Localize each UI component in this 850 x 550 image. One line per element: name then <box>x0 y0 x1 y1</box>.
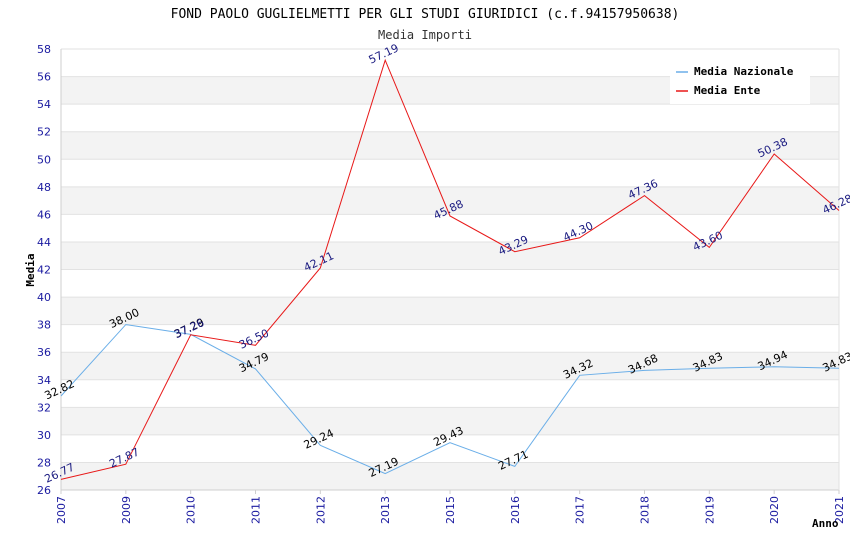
x-tick-label: 2016 <box>509 496 522 524</box>
y-tick-label: 48 <box>37 181 51 194</box>
grid-band <box>61 186 839 215</box>
y-tick-label: 26 <box>37 484 51 497</box>
x-axis-label: Anno <box>812 517 839 530</box>
y-axis-label: Media <box>24 253 37 286</box>
x-tick-label: 2015 <box>444 496 457 524</box>
grid-band <box>61 379 839 408</box>
legend-label-media-ente: Media Ente <box>694 84 761 97</box>
x-tick-label: 2019 <box>703 496 716 524</box>
y-tick-label: 30 <box>37 429 51 442</box>
y-tick-label: 52 <box>37 126 51 139</box>
x-tick-label: 2021 <box>833 496 846 524</box>
legend: Media Nazionale Media Ente <box>670 60 810 104</box>
y-tick-label: 56 <box>37 71 51 84</box>
grid-band <box>61 352 839 380</box>
grid-band <box>61 241 839 270</box>
y-tick-label: 34 <box>37 374 51 387</box>
legend-label-media-nazionale: Media Nazionale <box>694 65 794 78</box>
chart-subtitle: Media Importi <box>378 28 472 42</box>
grid-band <box>61 269 839 298</box>
grid-band <box>61 131 839 160</box>
y-tick-label: 58 <box>37 43 51 56</box>
x-tick-label: 2018 <box>639 496 652 524</box>
x-tick-label: 2017 <box>574 496 587 524</box>
x-tick-label: 2012 <box>314 496 327 524</box>
x-tick-label: 2010 <box>185 496 198 524</box>
grid-band <box>61 104 839 132</box>
grid-band <box>61 214 839 242</box>
grid-band <box>61 407 839 435</box>
y-tick-label: 36 <box>37 346 51 359</box>
y-tick-labels: 26 28 30 32 34 36 38 40 42 44 46 48 50 52 54 56 58 <box>37 43 51 497</box>
y-tick-label: 44 <box>37 236 51 249</box>
chart-title: FOND PAOLO GUGLIELMETTI PER GLI STUDI GI… <box>171 7 680 22</box>
x-tick-label: 2007 <box>55 496 68 524</box>
y-tick-label: 50 <box>37 153 51 166</box>
grid-band <box>61 297 839 325</box>
legend-box <box>670 60 810 104</box>
y-tick-label: 42 <box>37 264 51 277</box>
x-tick-label: 2013 <box>379 496 392 524</box>
y-tick-label: 38 <box>37 319 51 332</box>
grid-band <box>61 462 839 490</box>
grid-band <box>61 159 839 187</box>
x-tick-label: 2020 <box>768 496 781 524</box>
y-tick-label: 40 <box>37 291 51 304</box>
y-tick-label: 32 <box>37 401 51 414</box>
grid-band <box>61 434 839 463</box>
y-tick-label: 46 <box>37 208 51 221</box>
y-tick-label: 28 <box>37 456 51 469</box>
grid-band <box>61 324 839 353</box>
series-line-media-ente <box>60 58 840 480</box>
grid-bands <box>61 49 839 490</box>
x-tick-labels: 2007 2009 2010 2011 2012 2013 2015 2016 2017 2018… <box>55 490 846 524</box>
gridlines <box>61 48 839 491</box>
y-tick-label: 54 <box>37 98 51 111</box>
x-tick-label: 2011 <box>250 496 263 524</box>
x-tick-label: 2009 <box>120 496 133 524</box>
